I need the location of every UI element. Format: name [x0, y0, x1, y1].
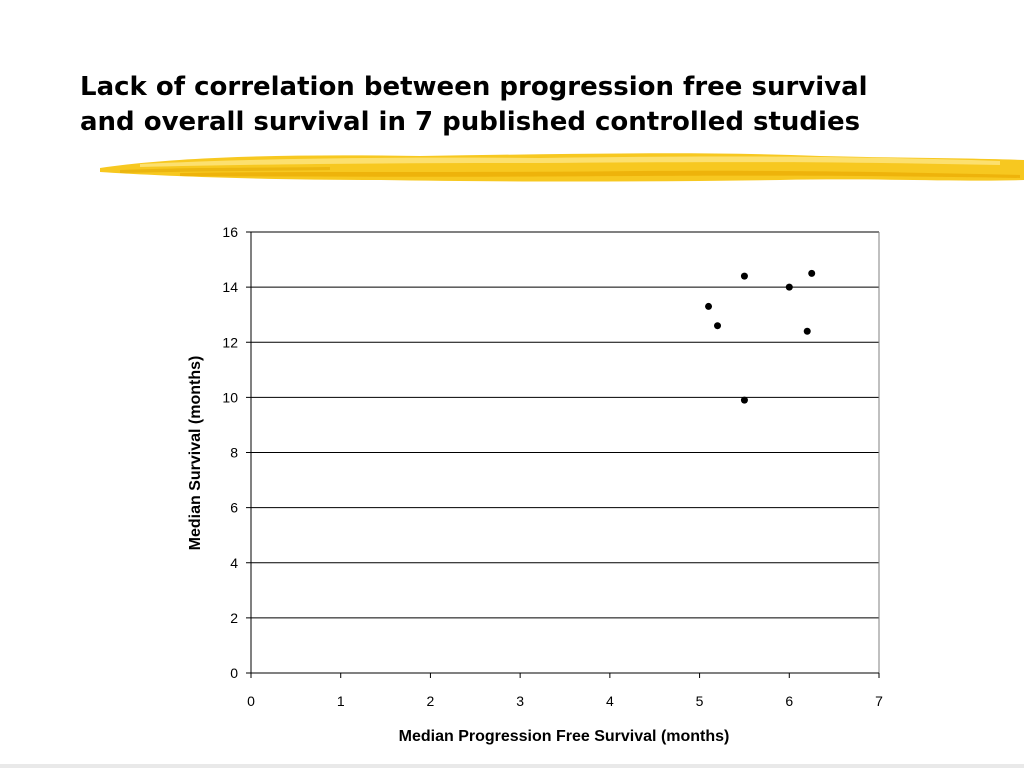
axes	[246, 231, 880, 678]
footer-bar	[0, 764, 1024, 768]
gridlines	[251, 231, 879, 619]
x-tick-label-2: 2	[427, 693, 435, 709]
x-tick-label-6: 6	[785, 693, 793, 709]
data-point-7	[808, 269, 816, 277]
y-tick-label-14: 14	[222, 279, 238, 295]
x-axis-title: Median Progression Free Survival (months…	[399, 728, 730, 745]
y-tick-label-10: 10	[222, 389, 238, 405]
highlighter-brush-stroke	[100, 153, 1024, 182]
slide-title-line-2: and overall survival in 7 published cont…	[80, 107, 861, 137]
slide-title: Lack of correlation between progression …	[80, 70, 980, 140]
data-points	[705, 269, 816, 404]
data-point-2	[714, 322, 722, 330]
data-point-3	[740, 272, 748, 280]
x-tick-label-7: 7	[875, 693, 883, 709]
data-point-6	[803, 327, 811, 335]
y-tick-label-6: 6	[230, 500, 238, 516]
data-point-1	[705, 302, 713, 310]
x-tick-label-1: 1	[337, 693, 345, 709]
data-point-4	[740, 396, 748, 404]
y-axis-title: Median Survival (months)	[187, 356, 204, 551]
y-tick-label-4: 4	[230, 555, 238, 571]
y-tick-label-12: 12	[222, 334, 238, 350]
y-tick-labels: 0 2 4 6 8 10 12 14 16	[222, 224, 238, 681]
data-point-5	[785, 283, 793, 291]
y-tick-label-8: 8	[230, 445, 238, 461]
slide-title-line-1: Lack of correlation between progression …	[80, 72, 868, 102]
x-tick-label-0: 0	[247, 693, 255, 709]
y-tick-label-2: 2	[230, 610, 238, 626]
x-tick-label-5: 5	[696, 693, 704, 709]
x-tick-label-3: 3	[516, 693, 524, 709]
x-tick-labels: 0 1 2 3 4 5 6 7	[247, 693, 883, 709]
y-tick-label-16: 16	[222, 224, 238, 240]
y-tick-label-0: 0	[230, 665, 238, 681]
x-tick-label-4: 4	[606, 693, 614, 709]
